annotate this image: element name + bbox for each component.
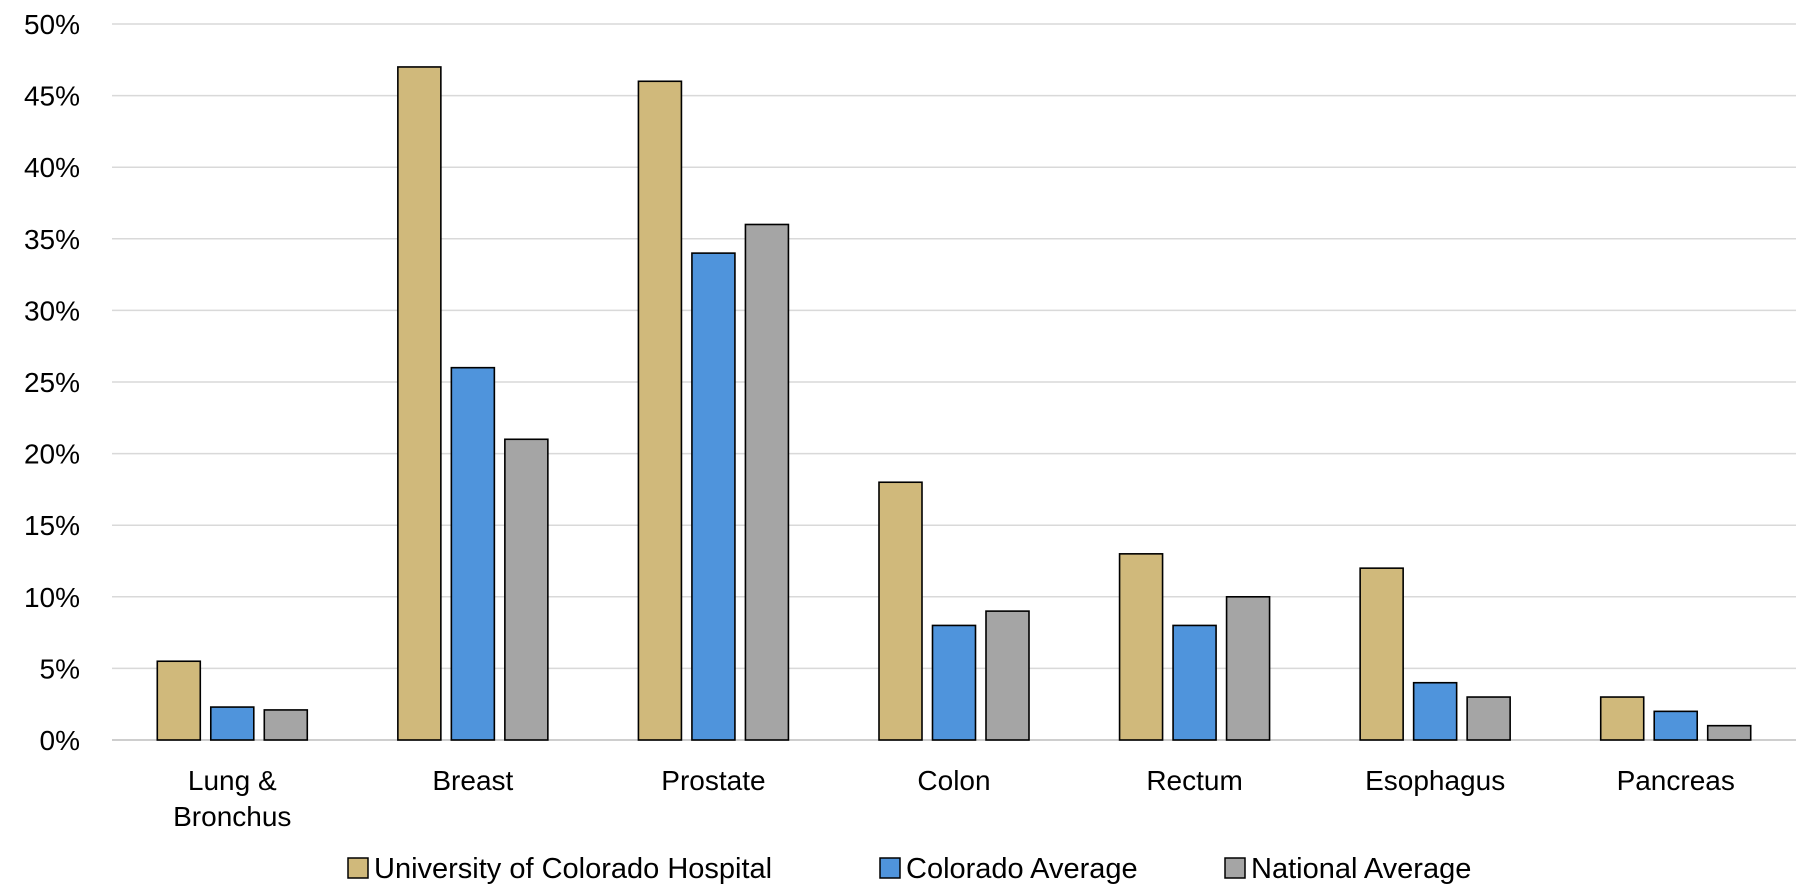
y-tick-label: 10%	[24, 582, 80, 613]
bar	[985, 610, 1030, 741]
bar	[1706, 724, 1752, 741]
bar	[156, 660, 202, 741]
legend-swatch	[347, 857, 369, 879]
x-tick-label: Pancreas	[1617, 765, 1735, 796]
gridlines	[112, 23, 1796, 741]
x-tick-label: Prostate	[661, 765, 765, 796]
bar	[450, 366, 496, 741]
x-tick-label: Esophagus	[1365, 765, 1505, 796]
y-tick-label: 30%	[24, 295, 80, 326]
y-tick-label: 5%	[40, 653, 80, 684]
x-axis-ticks: Lung & Bronchus Breast Prostate Colon Rectum E…	[173, 765, 1735, 832]
bar	[1412, 681, 1458, 741]
x-tick-label: Lung & Bronchus	[173, 765, 291, 832]
bar	[637, 80, 683, 741]
bar	[504, 438, 549, 741]
legend-label: University of Colorado Hospital	[374, 853, 772, 885]
y-tick-label: 25%	[24, 367, 80, 398]
y-tick-label: 0%	[40, 725, 80, 756]
bar	[1225, 595, 1271, 741]
bar	[1118, 553, 1164, 741]
x-tick-label: Colon	[917, 765, 990, 796]
bar	[1466, 696, 1511, 741]
y-tick-label: 50%	[24, 9, 80, 40]
legend: University of Colorado Hospital Colorado …	[347, 853, 1471, 885]
legend-label: Colorado Average	[906, 853, 1138, 885]
y-tick-label: 35%	[24, 224, 80, 255]
x-tick-label: Breast	[432, 765, 513, 796]
legend-label: National Average	[1251, 853, 1471, 885]
y-tick-label: 20%	[24, 439, 80, 470]
bar	[397, 66, 442, 741]
legend-swatch	[1224, 857, 1246, 879]
bar	[1653, 710, 1699, 741]
x-tick-label: Rectum	[1146, 765, 1242, 796]
y-tick-label: 15%	[24, 510, 80, 541]
y-tick-label: 45%	[24, 81, 80, 112]
bar	[1172, 624, 1217, 741]
bar	[878, 481, 923, 741]
bar	[1599, 696, 1645, 741]
bars	[156, 66, 1752, 741]
y-tick-label: 40%	[24, 152, 80, 183]
bar	[1359, 567, 1404, 741]
legend-swatch	[879, 857, 901, 879]
y-axis-ticks: 0% 5% 10% 15% 20% 25% 30% 35% 40% 45% 50%	[24, 9, 80, 756]
bar	[691, 252, 736, 741]
bar	[931, 624, 977, 741]
bar	[744, 223, 790, 741]
bar	[209, 706, 255, 741]
bar	[263, 709, 309, 741]
